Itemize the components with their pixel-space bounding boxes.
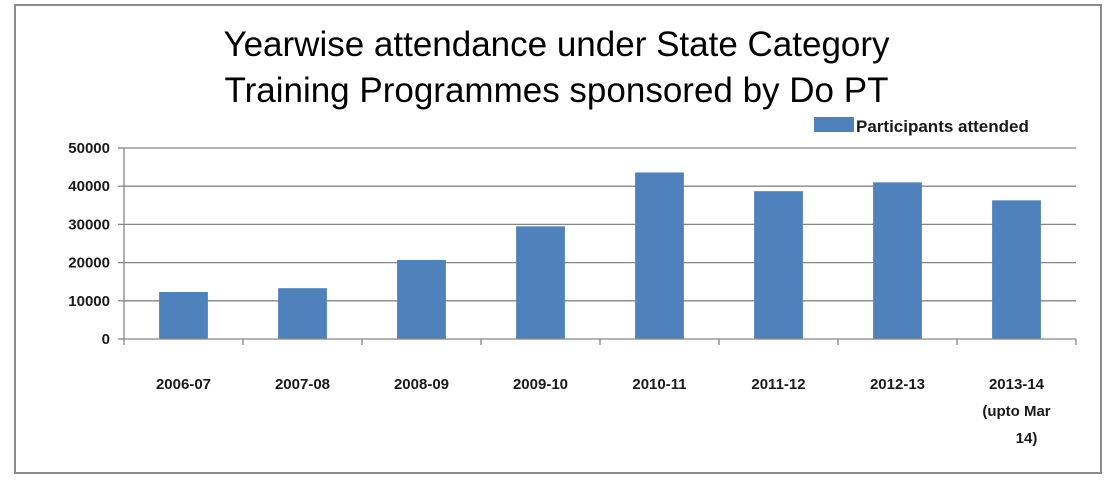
legend-label: Participants attended bbox=[856, 117, 1029, 136]
bar-2006-07 bbox=[159, 292, 208, 339]
x-category-label-line: 2011-12 bbox=[751, 376, 805, 393]
gridlines bbox=[124, 147, 1076, 302]
y-tick-label: 20000 bbox=[68, 255, 110, 272]
x-category-label-line: 2009-10 bbox=[513, 376, 568, 393]
y-tick-label: 0 bbox=[102, 331, 110, 348]
bar-2009-10 bbox=[516, 226, 565, 339]
chart-title: Yearwise attendance under State Category… bbox=[0, 22, 1113, 114]
bar-2010-11 bbox=[635, 172, 684, 339]
y-tick-label: 10000 bbox=[68, 293, 110, 310]
x-category-label: 2006-07 bbox=[156, 376, 211, 393]
x-category-label: 2012-13 bbox=[870, 376, 925, 393]
bar-2008-09 bbox=[397, 259, 446, 339]
bar-2012-13 bbox=[873, 182, 922, 339]
legend: Participants attended bbox=[814, 117, 1029, 136]
axes bbox=[118, 147, 1077, 345]
y-tick-label: 40000 bbox=[68, 178, 110, 195]
x-category-label: 2007-08 bbox=[275, 376, 330, 393]
x-category-label: 2011-12 bbox=[751, 376, 805, 393]
x-category-label: 2013-14 (upto Mar 14) bbox=[982, 376, 1050, 447]
y-tick-label: 50000 bbox=[68, 140, 110, 157]
x-category-label-line: (upto Mar bbox=[982, 403, 1050, 420]
x-category-label-line: 2013-14 bbox=[989, 376, 1045, 393]
x-category-label-line: 2012-13 bbox=[870, 376, 925, 393]
chart-title-line-2: Training Programmes sponsored by Do PT bbox=[224, 71, 889, 110]
bars bbox=[159, 172, 1041, 339]
x-category-label-line: 2010-11 bbox=[632, 376, 686, 393]
x-category-label-line: 14) bbox=[1016, 430, 1038, 447]
chart-title-line-1: Yearwise attendance under State Category bbox=[223, 25, 890, 64]
bar-2011-12 bbox=[754, 191, 803, 339]
x-category-label-line: 2008-09 bbox=[394, 376, 449, 393]
bar-2013-14 bbox=[992, 200, 1041, 339]
labels: 0 10000 20000 30000 40000 50000 2006-07 2007-08… bbox=[68, 140, 1051, 447]
x-category-label: 2010-11 bbox=[632, 376, 686, 393]
y-tick-label: 30000 bbox=[68, 216, 110, 233]
x-category-label-line: 2006-07 bbox=[156, 376, 211, 393]
x-category-label: 2008-09 bbox=[394, 376, 449, 393]
bar-2007-08 bbox=[278, 288, 327, 339]
x-category-label: 2009-10 bbox=[513, 376, 568, 393]
legend-swatch bbox=[814, 117, 854, 132]
x-category-label-line: 2007-08 bbox=[275, 376, 330, 393]
